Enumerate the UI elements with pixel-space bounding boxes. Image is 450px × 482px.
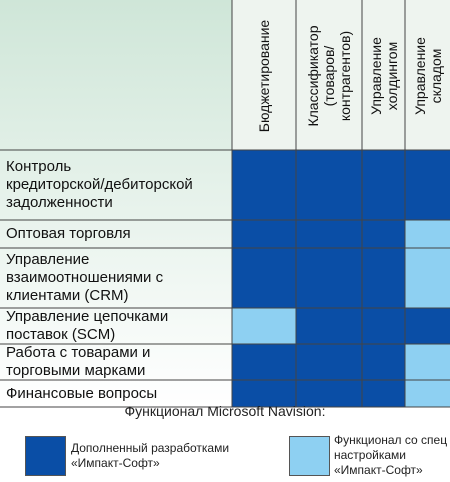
legend-label-dark: Дополненный разработками «Импакт-Софт» [71,441,230,470]
matrix-cell [362,308,405,344]
label-column-background [0,0,232,407]
matrix-cell [362,150,405,220]
matrix-cell [362,380,405,407]
column-label: Управление складом [411,37,444,115]
matrix-cell [296,344,362,380]
legend-swatch-light [289,436,330,476]
matrix-cell [296,220,362,248]
matrix-chart [0,0,450,408]
legend-swatch-dark [25,436,66,476]
matrix-cell [405,344,450,380]
matrix-cell [296,150,362,220]
row-label: Работа с товарами и торговыми марками [6,344,151,379]
matrix-cell [362,248,405,308]
matrix-cell [296,248,362,308]
matrix-cell [232,248,296,308]
column-label: Классификатор (товаров/ контрагентов) [305,25,353,127]
row-label: Контроль кредиторской/дебиторской задолж… [6,158,193,211]
matrix-cell [362,220,405,248]
matrix-cell [405,248,450,308]
header-background [232,0,450,150]
matrix-cell [405,308,450,344]
legend-label-light: Функционал со спец настройками «Импакт-С… [334,433,448,477]
matrix-cell [232,380,296,407]
matrix-cell [232,150,296,220]
row-label: Управление взаимоотношениями с клиентами… [6,251,164,304]
row-label: Оптовая торговля [6,225,131,242]
matrix-cell [296,380,362,407]
row-label: Финансовые вопросы [6,384,158,402]
legend-title: Функционал Microsoft Navision: [124,403,326,419]
matrix-cell [362,344,405,380]
matrix-cell [405,380,450,407]
matrix-cell [232,220,296,248]
column-label: Бюджетирование [256,19,272,133]
matrix-cell [405,220,450,248]
matrix-cell [405,150,450,220]
matrix-cell [232,344,296,380]
matrix-cell [232,308,296,344]
row-label: Управление цепочками поставок (SCM) [6,308,169,343]
matrix-cell [296,308,362,344]
